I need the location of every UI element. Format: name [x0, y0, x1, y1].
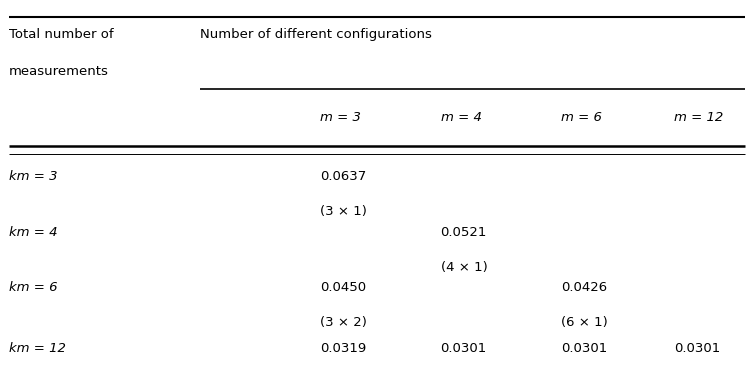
Text: m = 3: m = 3	[320, 111, 361, 124]
Text: km = 12: km = 12	[9, 342, 66, 355]
Text: 0.0301: 0.0301	[441, 342, 486, 355]
Text: 0.0521: 0.0521	[441, 226, 487, 239]
Text: m = 4: m = 4	[441, 111, 481, 124]
Text: (4 × 1): (4 × 1)	[441, 261, 487, 274]
Text: Total number of: Total number of	[9, 28, 114, 41]
Text: 0.0426: 0.0426	[561, 281, 607, 294]
Text: measurements: measurements	[9, 65, 109, 78]
Text: km = 6: km = 6	[9, 281, 57, 294]
Text: (3 × 2): (3 × 2)	[320, 316, 367, 329]
Text: 0.0301: 0.0301	[561, 342, 607, 355]
Text: m = 6: m = 6	[561, 111, 602, 124]
Text: 0.0301: 0.0301	[674, 342, 720, 355]
Text: (3 × 1): (3 × 1)	[320, 205, 367, 218]
Text: 0.0319: 0.0319	[320, 342, 366, 355]
Text: km = 4: km = 4	[9, 226, 57, 239]
Text: (6 × 1): (6 × 1)	[561, 316, 608, 329]
Text: 0.0637: 0.0637	[320, 170, 366, 183]
Text: km = 3: km = 3	[9, 170, 57, 183]
Text: 0.0450: 0.0450	[320, 281, 366, 294]
Text: Number of different configurations: Number of different configurations	[200, 28, 431, 41]
Text: m = 12: m = 12	[674, 111, 723, 124]
